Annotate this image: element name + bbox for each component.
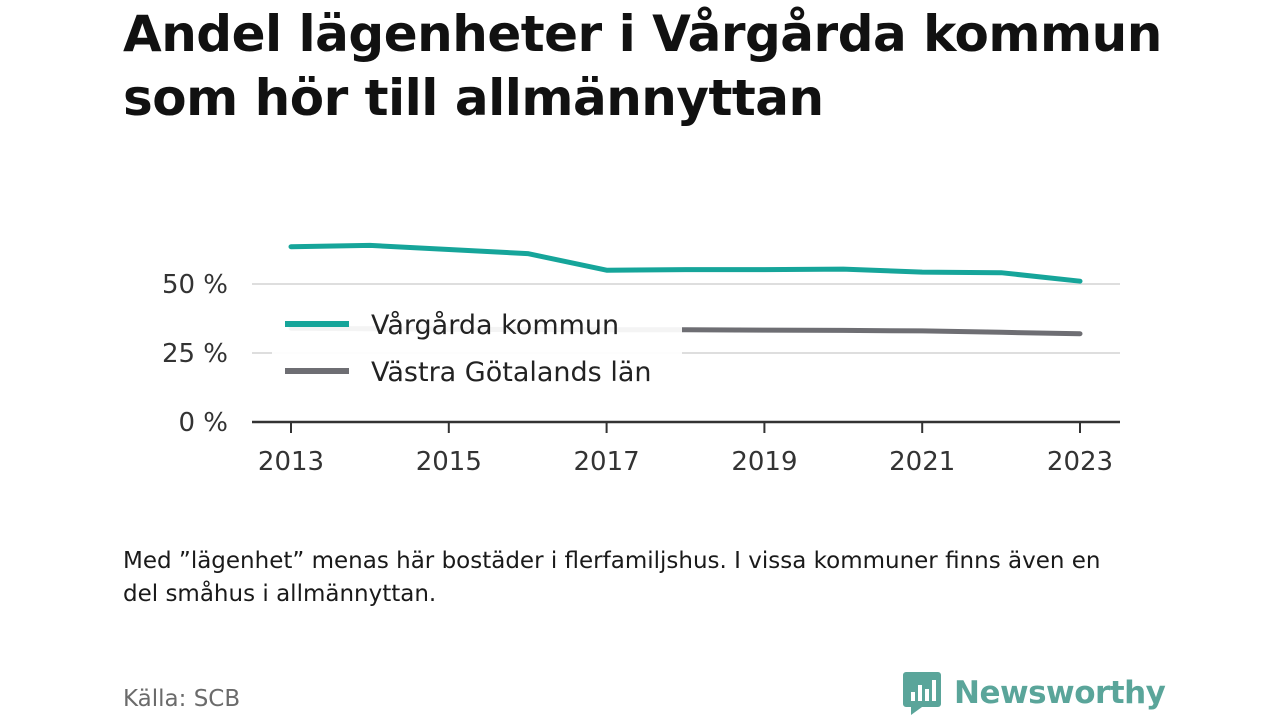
source-label: Källa: SCB	[123, 686, 241, 712]
x-tick-label: 2013	[258, 447, 324, 477]
y-tick-label: 0 %	[178, 408, 228, 438]
newsworthy-logo-icon	[903, 672, 941, 715]
chart-note: Med ”lägenhet” menas här bostäder i fler…	[123, 548, 1101, 607]
legend-label-1: Vårgårda kommun	[371, 310, 619, 341]
chart-title: Andel lägenheter i Vårgårda kommun som h…	[123, 5, 1162, 127]
x-tick-label: 2019	[731, 447, 797, 477]
series-line-1	[288, 242, 1083, 284]
x-tick-label: 2021	[889, 447, 955, 477]
line-chart: 0 % 25 % 50 % 2013 2015 2017 2019 2021 2023 Vårg…	[162, 242, 1120, 477]
brand-name: Newsworthy	[954, 675, 1166, 711]
axes: 0 % 25 % 50 % 2013 2015 2017 2019 2021 2023	[162, 270, 1120, 477]
x-tick-label: 2015	[416, 447, 482, 477]
y-tick-label: 50 %	[162, 270, 228, 300]
legend: Vårgårda kommun Västra Götalands län	[272, 300, 682, 395]
x-tick-label: 2017	[574, 447, 640, 477]
x-tick-label: 2023	[1047, 447, 1113, 477]
brand-logo: Newsworthy	[902, 668, 1166, 718]
legend-label-2: Västra Götalands län	[371, 357, 651, 388]
y-tick-label: 25 %	[162, 339, 228, 369]
legend-background	[272, 300, 682, 395]
